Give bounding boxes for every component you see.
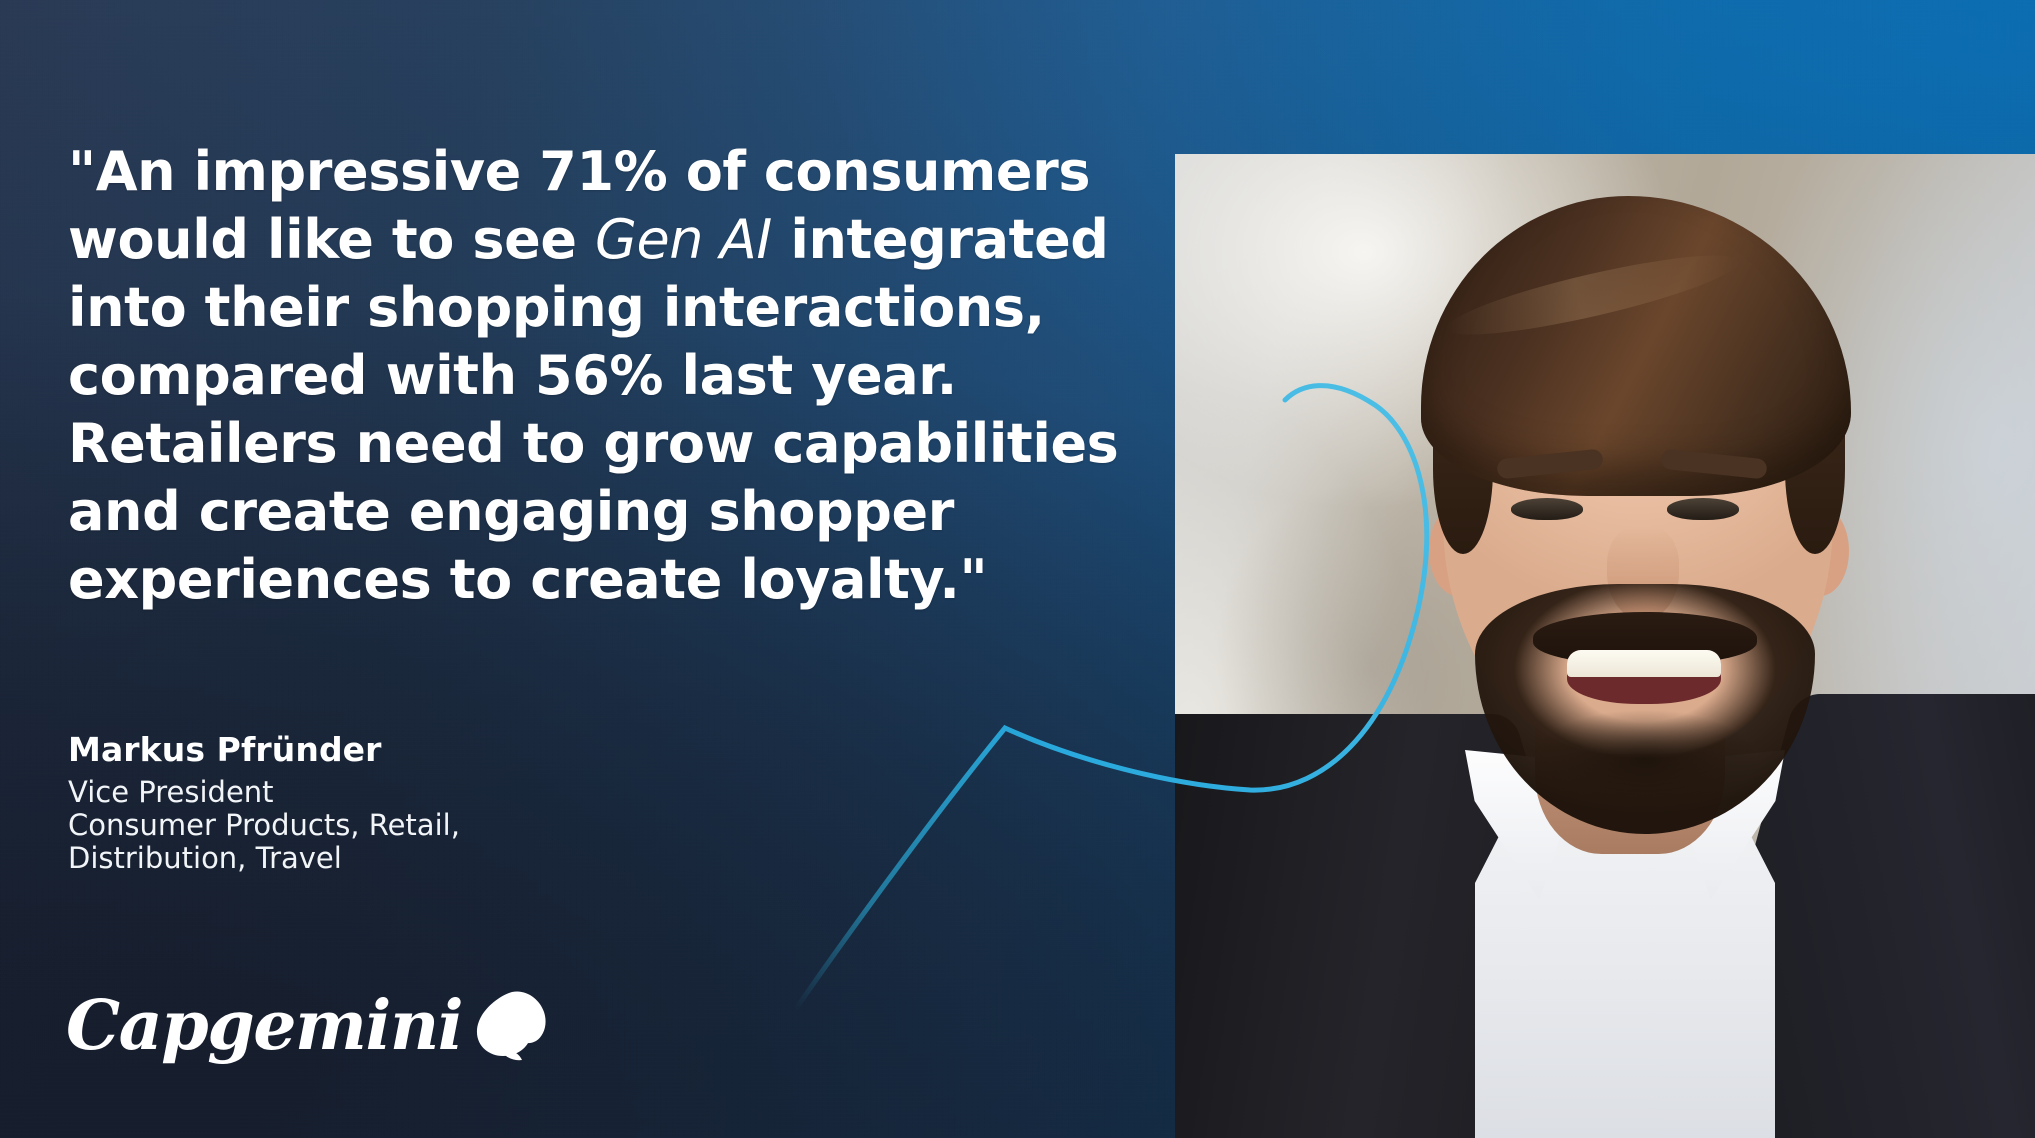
person-figure bbox=[1175, 154, 2035, 1138]
quote-text: "An impressive 71% of consumers would li… bbox=[68, 138, 1128, 614]
portrait-photo bbox=[1175, 154, 2035, 1138]
attribution: Markus Pfründer Vice President Consumer … bbox=[68, 730, 460, 875]
speaker-department-line-2: Distribution, Travel bbox=[68, 841, 342, 875]
hair bbox=[1421, 196, 1851, 496]
quote-part-2: integrated into their shopping interacti… bbox=[68, 208, 1119, 611]
teeth bbox=[1567, 650, 1721, 677]
speaker-role: Vice President Consumer Products, Retail… bbox=[68, 776, 460, 875]
speaker-title: Vice President bbox=[68, 775, 274, 809]
speaker-name: Markus Pfründer bbox=[68, 730, 382, 769]
eye-left bbox=[1511, 498, 1583, 520]
eye-right bbox=[1667, 498, 1739, 520]
quote-emphasis: Gen AI bbox=[595, 208, 772, 271]
quote-block: "An impressive 71% of consumers would li… bbox=[68, 138, 1128, 614]
jaw-shadow bbox=[1495, 694, 1795, 824]
speaker-department-line-1: Consumer Products, Retail, bbox=[68, 808, 460, 842]
quote-part-1: "An impressive 71% of consumers would li… bbox=[68, 140, 1091, 271]
mouth bbox=[1567, 650, 1721, 704]
capgemini-wordmark: Capgemini bbox=[66, 986, 464, 1066]
capgemini-spade-mark-icon bbox=[477, 991, 546, 1061]
capgemini-logo: Capgemini bbox=[66, 988, 550, 1064]
